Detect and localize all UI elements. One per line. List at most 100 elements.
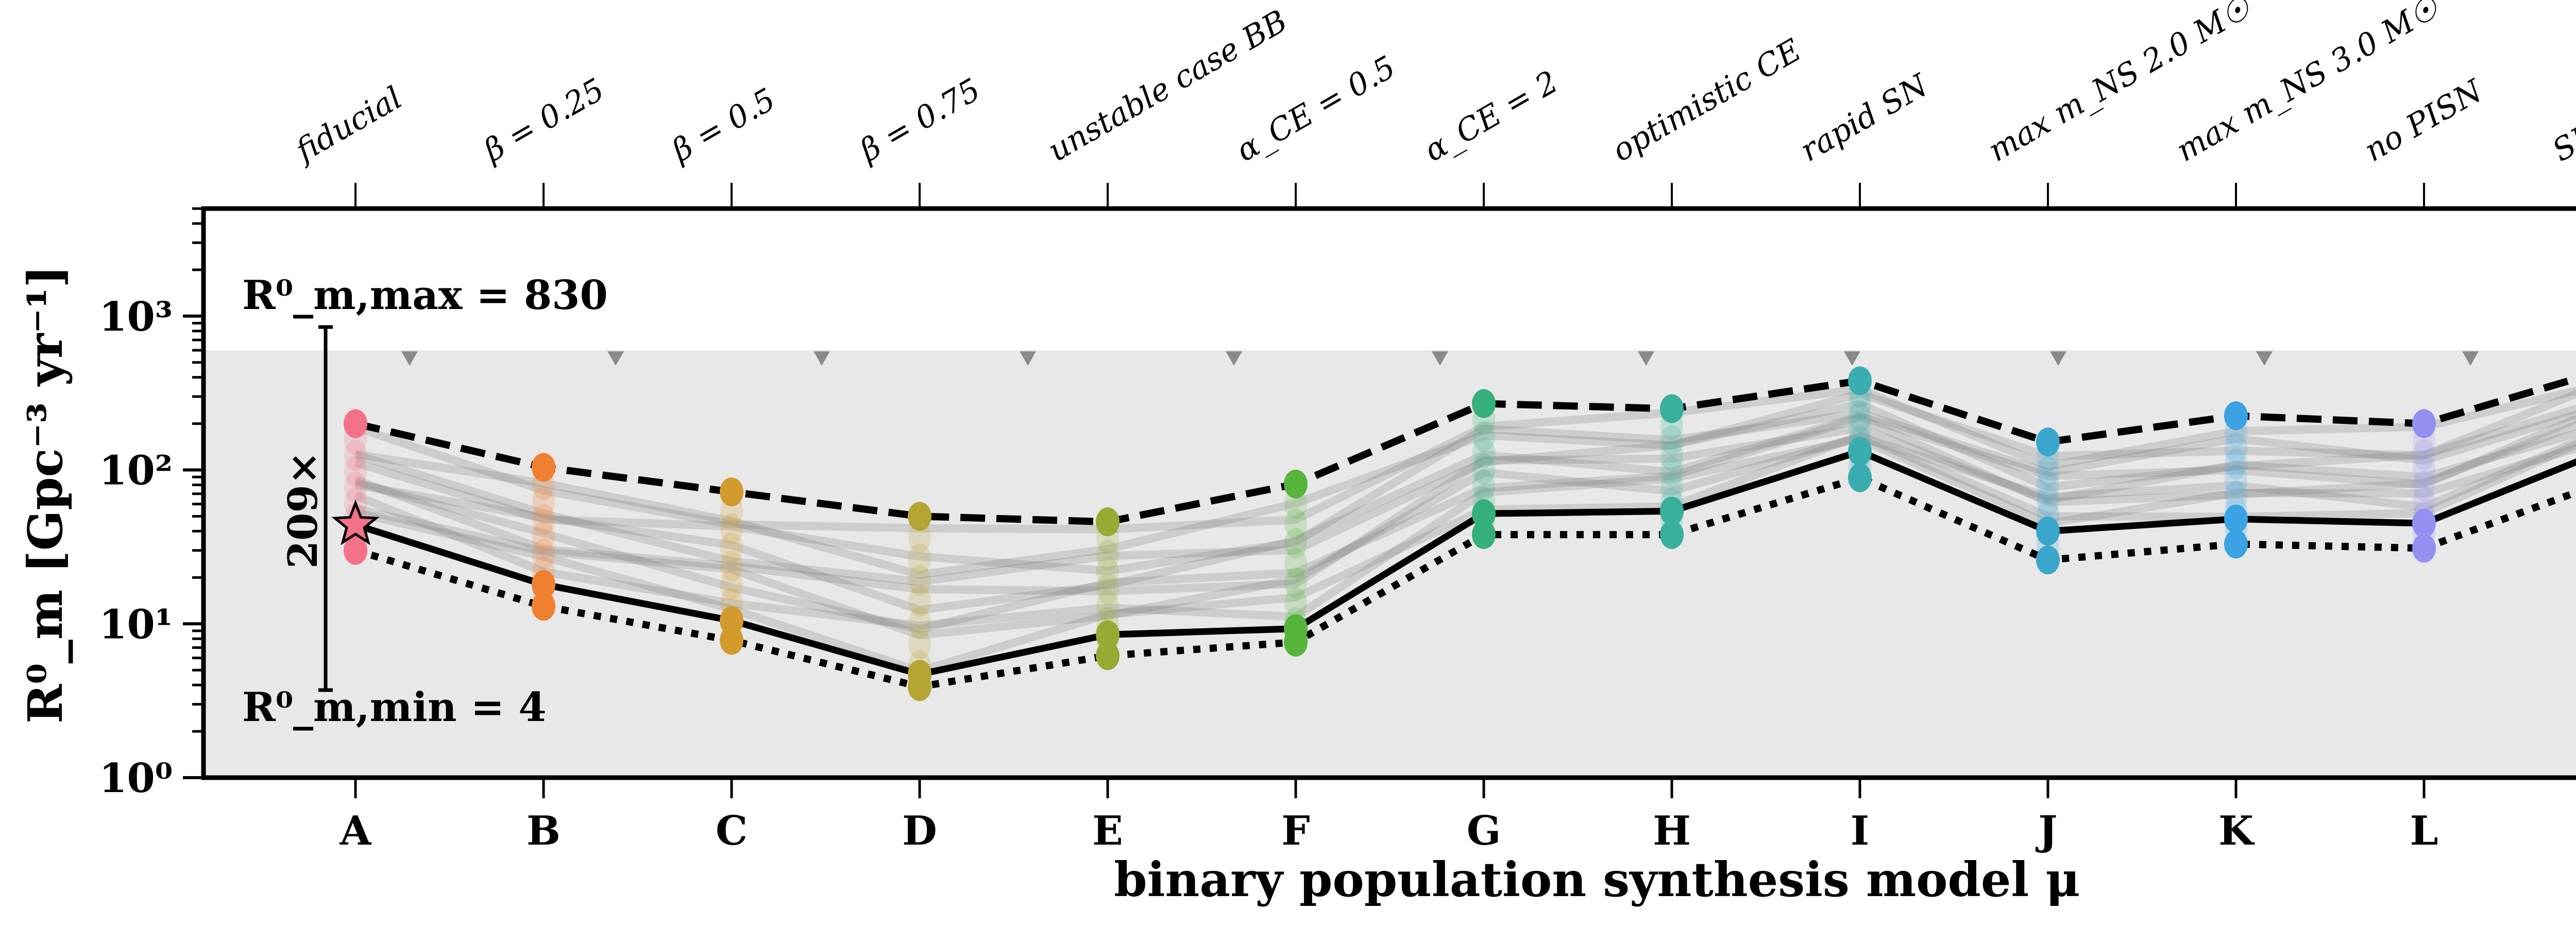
upper-limit-marker [1638,351,1654,366]
faint-point [2413,455,2435,486]
faint-point [720,569,743,600]
faint-point [1096,540,1119,571]
faint-point [2037,456,2059,487]
point-H-fiducial-xyz [1660,496,1684,526]
point-L-minimum [2412,534,2436,563]
shaded-region [204,350,2576,778]
faint-point [908,607,931,639]
faint-point [532,486,555,518]
top-label: no PISN [2359,72,2490,169]
x-tick-label: J [2036,808,2058,854]
point-I-fiducial-xyz [1848,437,1872,466]
x-tick-label: I [1851,808,1870,854]
point-L-maximum [2412,409,2436,438]
faint-point [908,543,931,575]
faint-point [2037,471,2059,502]
point-C-minimum [720,626,743,655]
faint-point [1472,470,1495,501]
faint-point [2225,480,2247,511]
faint-point [1660,456,1683,487]
faint-point [1284,527,1307,559]
point-H-minimum [1660,520,1684,550]
top-label: rapid SN [1794,67,1936,169]
point-F-maximum [1284,469,1308,499]
model-line [354,432,2576,640]
point-B-minimum [532,592,555,621]
top-label: β = 0.25 [477,72,611,169]
faint-point [1096,590,1119,621]
top-label: β = 0.5 [665,81,782,169]
point-C-fiducial-xyz [720,606,743,635]
top-labels: fiducial β = 0.25 β = 0.5 β = 0.75 unstable … [288,0,2576,170]
faint-point [1284,547,1307,579]
x-tick-label: K [2218,808,2255,854]
point-D-maximum [908,502,931,531]
point-G-maximum [1472,389,1496,418]
series-line-minimum [354,474,2576,691]
point-J-fiducial-xyz [2036,517,2060,546]
point-G-minimum [1472,520,1496,550]
faint-point [1096,573,1119,605]
fiducial-star-marker [331,500,380,545]
point-K-maximum [2224,401,2248,431]
point-C-maximum [720,477,743,507]
x-ticks: ABCDEFGHIJKLMNO [340,183,2438,854]
faint-point [344,440,367,471]
faint-point [2225,464,2247,495]
faint-point [1284,508,1307,539]
upper-limit-marker [1020,351,1036,366]
faint-point [2413,486,2435,517]
top-label: α_CE = 2 [1418,64,1564,169]
point-L-fiducial-xyz [2412,509,2436,538]
model-line [354,414,2576,633]
y-tick-label: 10³ [99,294,173,340]
model-line [354,423,2576,595]
top-label: SN σ_rms^1D 100 km s⁻¹ [2547,0,2576,169]
faint-point [1849,389,1871,421]
point-A-maximum [344,409,367,438]
faint-point [2413,439,2435,471]
point-B-maximum [532,453,555,482]
faint-point [1660,472,1683,503]
x-tick-label: G [1467,808,1501,854]
upper-limit-marker [814,351,830,366]
max-annotation: R⁰_m,max = 830 [242,272,608,319]
faint-point [532,521,555,553]
faint-point [908,564,931,596]
faint-point [344,471,367,503]
faint-point [1849,414,1871,445]
x-tick-label: F [1281,808,1310,854]
faint-point [720,532,743,563]
x-tick-label: B [527,808,561,854]
faint-point [1284,567,1307,598]
point-F-minimum [1284,627,1308,657]
point-E-fiducial-xyz [1096,620,1120,649]
y-axis-title: R⁰_m [Gpc⁻³ yr⁻¹] [18,265,73,724]
point-E-minimum [1096,641,1120,671]
range-bar [318,325,333,692]
point-H-maximum [1660,394,1684,423]
faint-point [2037,485,2059,517]
upper-limit-marker [607,351,624,366]
y-tick-label: 10² [99,448,173,494]
faint-point [720,551,743,582]
top-label: optimistic CE [1606,32,1807,169]
faint-point [1472,421,1495,452]
x-tick-label: C [716,808,748,854]
top-label: β = 0.75 [853,72,987,169]
point-D-minimum [908,672,931,701]
model-line [354,412,2576,614]
point-I-minimum [1848,463,1872,492]
upper-limit-marker [2462,351,2479,366]
y-tick-label: 10⁰ [99,755,173,802]
x-tick-label: D [902,808,937,854]
faint-point [1096,556,1119,588]
upper-limit-marker [1226,351,1242,366]
upper-limit-marker [1432,351,1448,366]
point-B-fiducial-xyz [532,570,555,599]
faint-point [344,455,367,487]
faint-point [908,586,931,617]
model-line [354,409,2576,575]
model-line [354,399,2576,586]
faint-point [1472,437,1495,469]
